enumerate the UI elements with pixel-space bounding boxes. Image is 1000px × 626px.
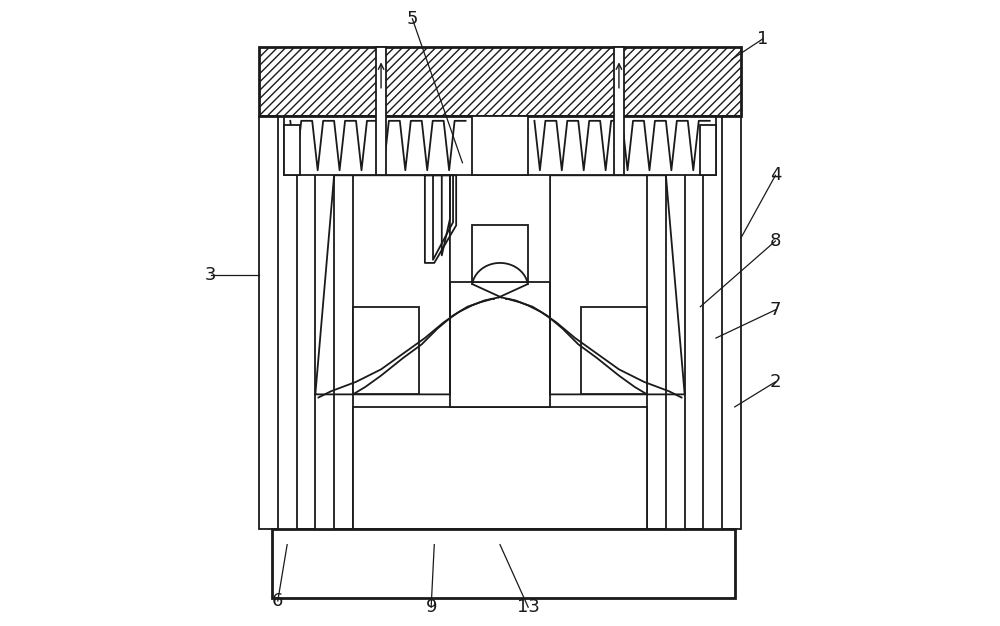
Text: 9: 9 bbox=[425, 598, 437, 616]
Bar bbox=[376, 47, 386, 175]
Bar bbox=[472, 116, 528, 175]
Bar bbox=[297, 116, 315, 529]
Bar bbox=[284, 125, 300, 175]
Bar bbox=[581, 307, 647, 394]
Bar bbox=[450, 282, 550, 407]
Text: 5: 5 bbox=[407, 10, 418, 28]
Bar bbox=[272, 529, 735, 598]
Bar bbox=[700, 125, 716, 175]
Text: 8: 8 bbox=[770, 232, 781, 250]
Bar bbox=[259, 47, 741, 116]
Bar bbox=[259, 47, 741, 116]
Text: 2: 2 bbox=[770, 373, 781, 391]
Text: 3: 3 bbox=[205, 267, 217, 284]
Text: 7: 7 bbox=[770, 301, 781, 319]
Bar bbox=[614, 47, 624, 175]
Text: 1: 1 bbox=[757, 30, 769, 48]
Bar bbox=[472, 225, 528, 282]
Bar bbox=[353, 407, 647, 529]
Bar bbox=[259, 116, 278, 529]
Bar bbox=[685, 116, 703, 529]
Bar bbox=[722, 116, 741, 529]
Bar bbox=[647, 116, 666, 529]
Text: 6: 6 bbox=[272, 592, 283, 610]
Text: 4: 4 bbox=[770, 167, 781, 184]
Bar bbox=[353, 307, 419, 394]
Text: 13: 13 bbox=[517, 598, 540, 616]
Bar bbox=[334, 116, 353, 529]
Bar bbox=[284, 116, 716, 175]
